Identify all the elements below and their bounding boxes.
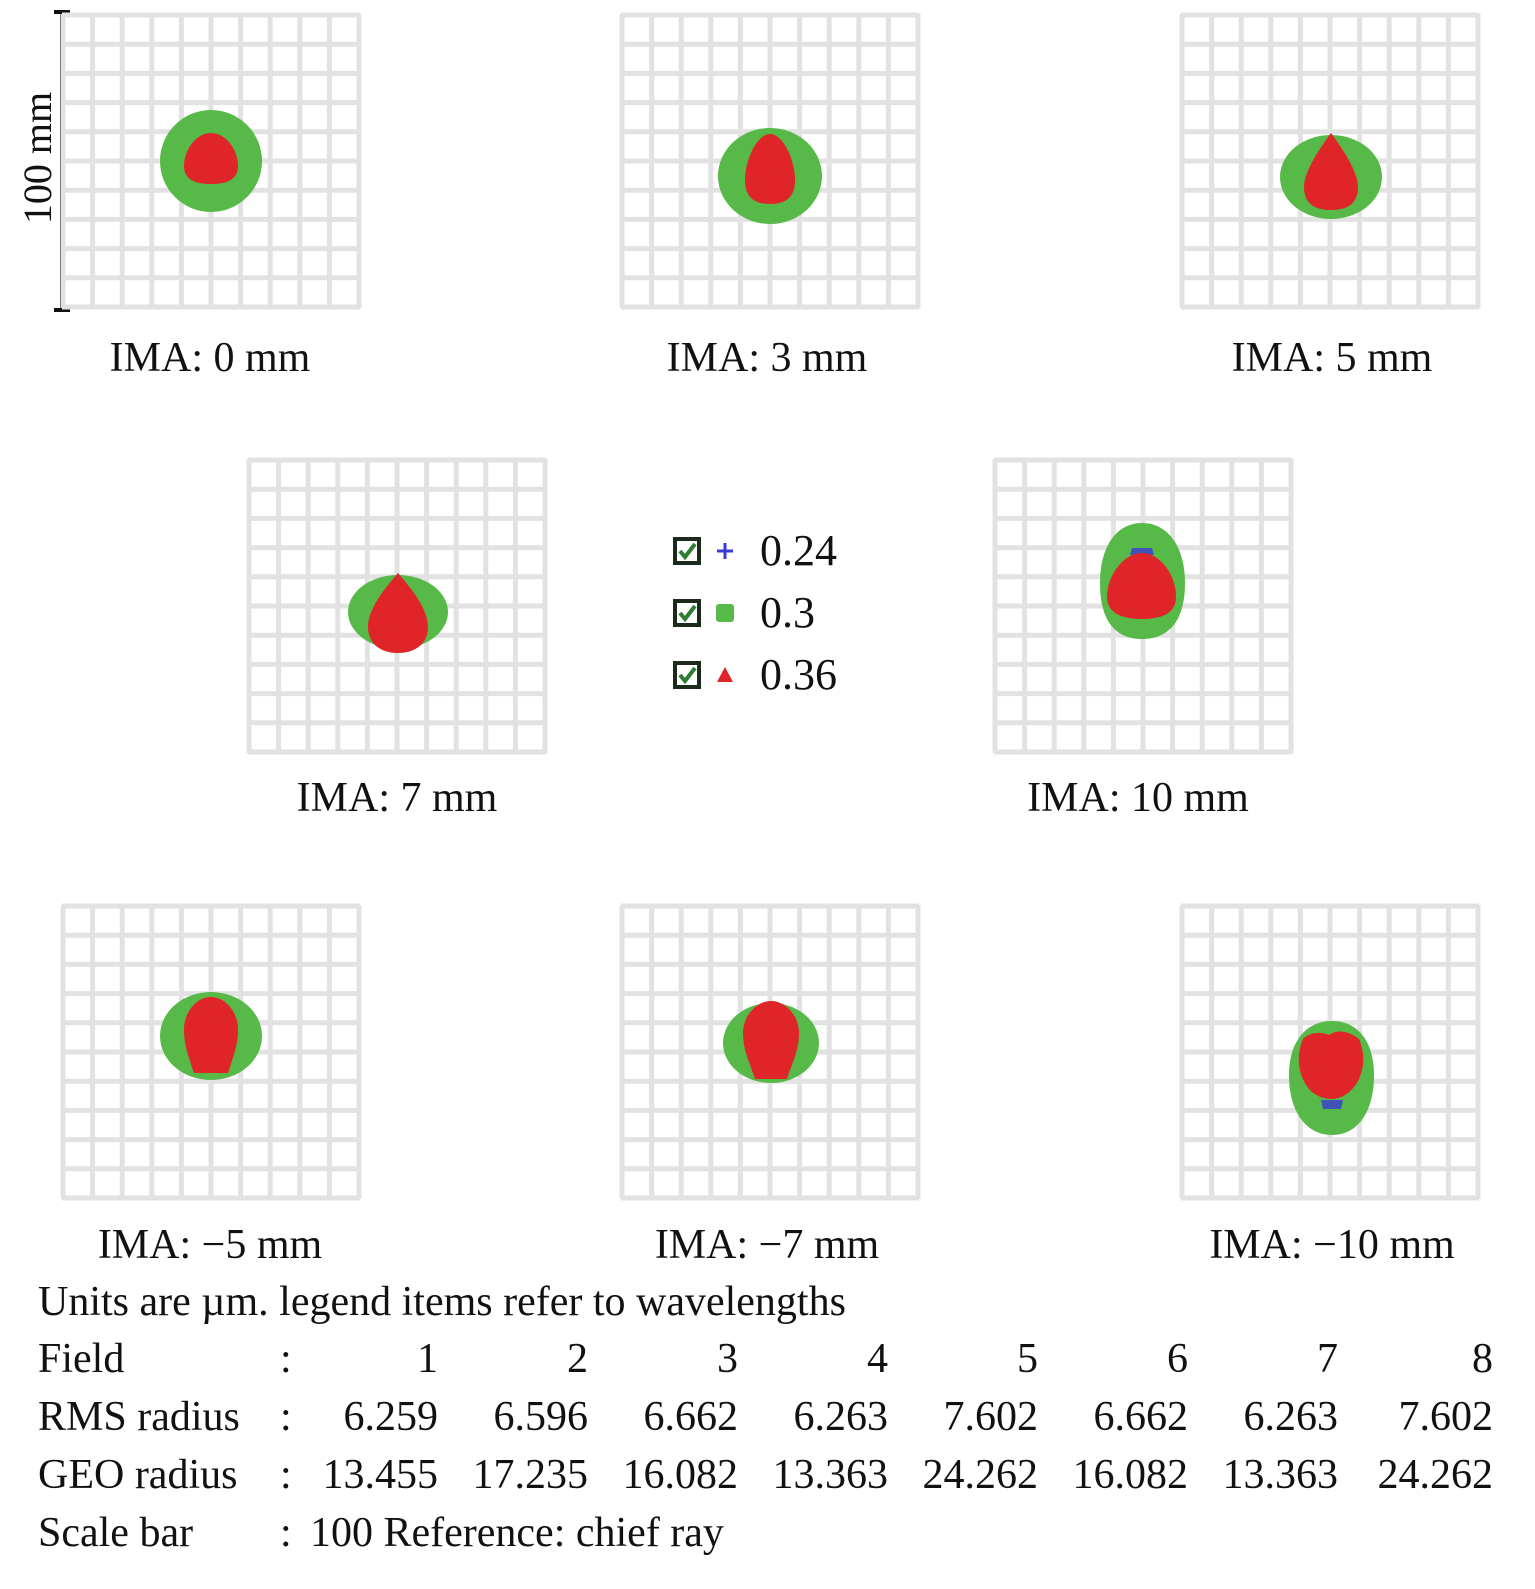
- checkbox-checked-icon: [673, 537, 701, 565]
- row-label: RMS radius: [38, 1394, 240, 1440]
- rms-value: 6.662: [643, 1394, 739, 1440]
- rms-value: 6.596: [493, 1394, 589, 1440]
- rms-value: 7.602: [943, 1394, 1039, 1440]
- checkbox-checked-icon: [673, 661, 701, 689]
- geo-value: 16.082: [622, 1452, 739, 1498]
- panel-caption: IMA: 10 mm: [1027, 775, 1249, 821]
- spot-diagram-3mm: [619, 12, 921, 310]
- panel-caption: IMA: 3 mm: [666, 335, 868, 381]
- field-value: 2: [567, 1336, 588, 1382]
- legend-value: 0.24: [760, 526, 837, 575]
- colon: :: [280, 1452, 292, 1498]
- geo-value: 13.363: [1222, 1452, 1339, 1498]
- spot-data-table: Units are µm. legend items refer to wave…: [38, 1274, 1508, 1562]
- row-label: GEO radius: [38, 1452, 238, 1498]
- spot-panel-minus7mm: [619, 903, 921, 1201]
- red-spot: [745, 134, 795, 204]
- checkbox-checked-icon: [673, 599, 701, 627]
- colon: :: [280, 1510, 292, 1556]
- blue-spot: [1321, 1100, 1343, 1109]
- spot-panel-0mm: [60, 12, 362, 310]
- red-spot: [184, 133, 238, 184]
- rms-value: 6.259: [343, 1394, 439, 1440]
- field-value: 3: [717, 1336, 738, 1382]
- spot-diagram-7mm: [246, 457, 548, 755]
- scale-reference-text: 100 Reference: chief ray: [310, 1510, 724, 1556]
- red-spot: [743, 1001, 799, 1079]
- field-row: Field : 1 2 3 4 5 6 7 8: [38, 1330, 1508, 1388]
- legend-item: 0.3: [672, 582, 912, 644]
- units-note: Units are µm. legend items refer to wave…: [38, 1279, 846, 1325]
- red-spot: [184, 997, 238, 1073]
- geo-value: 17.235: [472, 1452, 589, 1498]
- triangle-icon: [717, 667, 733, 682]
- panel-caption: IMA: 5 mm: [1231, 335, 1433, 381]
- legend: 0.24 0.3 0.36: [672, 520, 912, 706]
- panel-caption: IMA: −10 mm: [1209, 1222, 1455, 1268]
- scale-bar-row: Scale bar : 100 Reference: chief ray: [38, 1504, 1508, 1562]
- blue-spot: [1130, 548, 1154, 555]
- scale-bar-label: 100 mm: [15, 91, 60, 225]
- panel-caption: IMA: −5 mm: [97, 1222, 323, 1268]
- spot-panel-3mm: [619, 12, 921, 310]
- panel-caption: IMA: −7 mm: [654, 1222, 880, 1268]
- legend-item: 0.36: [672, 644, 912, 706]
- spot-panel-minus5mm: [60, 903, 362, 1201]
- spot-diagram-minus7mm: [619, 903, 921, 1201]
- geo-value: 24.262: [1377, 1452, 1494, 1498]
- legend-item: 0.24: [672, 520, 912, 582]
- colon: :: [280, 1336, 292, 1382]
- row-label: Scale bar: [38, 1510, 194, 1556]
- geo-radius-row: GEO radius : 13.455 17.235 16.082 13.363…: [38, 1446, 1508, 1504]
- spot-panel-10mm: [992, 457, 1294, 755]
- grid: [1179, 903, 1481, 1201]
- geo-value: 13.363: [772, 1452, 889, 1498]
- panel-caption: IMA: 0 mm: [109, 335, 311, 381]
- rms-value: 7.602: [1398, 1394, 1494, 1440]
- geo-value: 16.082: [1072, 1452, 1189, 1498]
- plus-icon: [717, 543, 733, 559]
- spot-diagram-minus5mm: [60, 903, 362, 1201]
- row-label: Field: [38, 1336, 125, 1382]
- rms-value: 6.662: [1093, 1394, 1189, 1440]
- spot-panel-minus10mm: [1179, 903, 1481, 1201]
- spot-diagram-0mm: [60, 12, 362, 310]
- red-spot: [1107, 553, 1176, 619]
- rms-radius-row: RMS radius : 6.259 6.596 6.662 6.263 7.6…: [38, 1388, 1508, 1446]
- square-icon: [716, 604, 734, 622]
- red-spot: [368, 573, 428, 653]
- field-value: 4: [867, 1336, 888, 1382]
- field-value: 7: [1317, 1336, 1338, 1382]
- panel-caption: IMA: 7 mm: [296, 775, 498, 821]
- rms-value: 6.263: [1243, 1394, 1339, 1440]
- geo-value: 24.262: [922, 1452, 1039, 1498]
- geo-value: 13.455: [322, 1452, 439, 1498]
- rms-value: 6.263: [793, 1394, 889, 1440]
- field-value: 8: [1472, 1336, 1493, 1382]
- field-value: 6: [1167, 1336, 1188, 1382]
- grid: [619, 903, 921, 1201]
- field-value: 5: [1017, 1336, 1038, 1382]
- spot-panel-7mm: [246, 457, 548, 755]
- colon: :: [280, 1394, 292, 1440]
- spot-panel-5mm: [1179, 12, 1481, 310]
- legend-value: 0.3: [760, 588, 815, 637]
- spot-diagram-5mm: [1179, 12, 1481, 310]
- red-spot: [1298, 1031, 1364, 1099]
- legend-value: 0.36: [760, 650, 837, 699]
- red-spot: [1304, 133, 1358, 210]
- field-value: 1: [417, 1336, 438, 1382]
- spot-diagram-minus10mm: [1179, 903, 1481, 1201]
- spot-diagram-10mm: [992, 457, 1294, 755]
